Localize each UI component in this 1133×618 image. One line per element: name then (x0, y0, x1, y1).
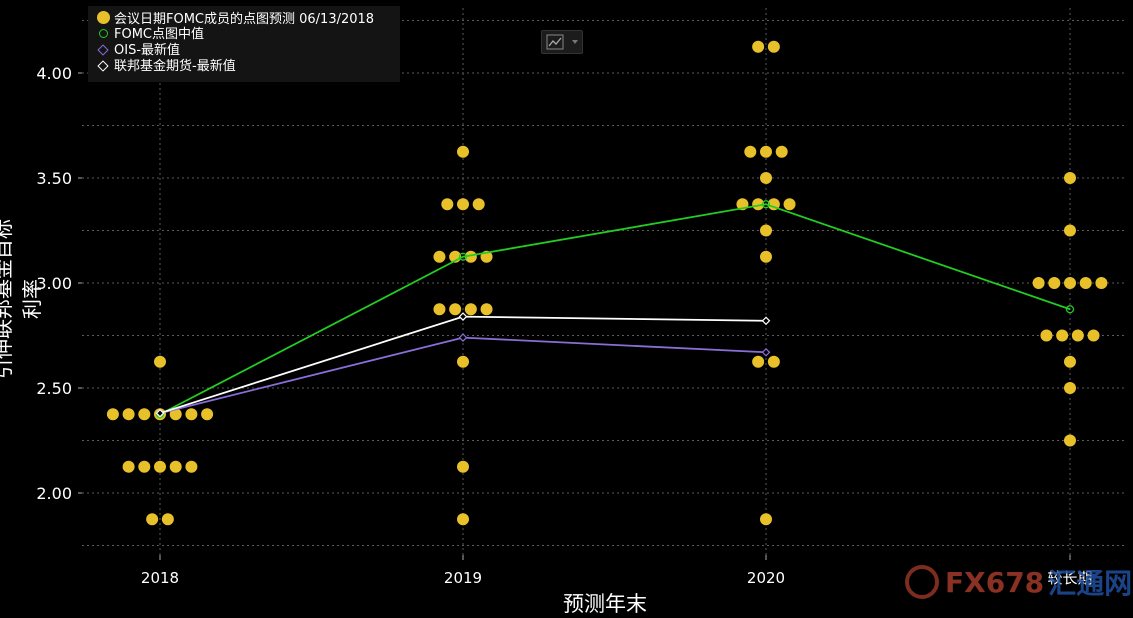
legend-item-median: FOMC点图中值 (96, 27, 204, 43)
x-axis-label: 预测年末 (563, 592, 647, 616)
dot-point (433, 303, 446, 316)
diamond-marker (761, 316, 771, 326)
y-tick-label: 4.00 (36, 64, 72, 83)
dot-point (154, 355, 166, 368)
x-tick-label: 2019 (444, 569, 482, 587)
chevron-down-icon (572, 40, 578, 44)
dot-point (1056, 329, 1069, 342)
y-tick-label: 3.50 (36, 169, 72, 188)
dot-point (1040, 329, 1053, 342)
dot-point (122, 408, 135, 421)
dot-point (744, 145, 757, 158)
x-tick-label: 2018 (141, 569, 179, 587)
watermark-logo-icon (905, 565, 939, 599)
dot-point (185, 460, 198, 473)
legend-item-ois: OIS-最新值 (96, 43, 180, 59)
dot-point (433, 250, 446, 263)
dot-point (457, 460, 469, 473)
watermark-text: FX678 (945, 565, 1045, 599)
dot-point (161, 513, 174, 526)
dot-point (767, 40, 780, 53)
chart-type-button[interactable] (541, 30, 583, 54)
x-tick-label: 2020 (747, 569, 785, 587)
y-tick-label: 2.50 (36, 379, 72, 398)
y-tick-label: 3.00 (36, 274, 72, 293)
dot-point (1064, 172, 1076, 184)
dot-point (154, 460, 166, 473)
ring-marker (761, 200, 771, 209)
legend-item-futures: 联邦基金期货-最新值 (96, 59, 236, 75)
dot-point (767, 355, 780, 368)
dot-point (169, 460, 182, 473)
legend-label-dots: 会议日期FOMC成员的点图预测 06/13/2018 (114, 12, 375, 27)
dot-point (1064, 382, 1076, 394)
watermark-suffix: 汇通网 (1048, 567, 1133, 600)
diamond-marker (155, 408, 165, 418)
dot-point (1064, 434, 1076, 447)
dot-point (138, 460, 151, 473)
ring-marker (458, 252, 468, 261)
series-line (159, 203, 1071, 416)
dot-point (449, 303, 462, 316)
dot-point (752, 355, 765, 368)
legend-ring-icon (98, 29, 108, 38)
diamond-marker (761, 347, 771, 357)
legend-diamond-icon (97, 44, 109, 56)
dot-point (775, 145, 788, 158)
dot-point (1064, 277, 1076, 289)
diamond-marker (458, 333, 468, 342)
dot-point (760, 250, 772, 263)
legend: 会议日期FOMC成员的点图预测 06/13/2018 FOMC点图中值 OIS-… (88, 6, 400, 82)
dot-point (441, 198, 454, 211)
dot-point (169, 408, 182, 421)
dot-point (760, 172, 772, 184)
dot-point (760, 145, 772, 158)
dot-point (138, 408, 151, 421)
dot-point (1032, 277, 1045, 289)
dot-point (1087, 329, 1100, 342)
dot-point (752, 198, 765, 211)
dot-point (1064, 355, 1076, 368)
dot-point (1079, 277, 1092, 289)
dot-point (480, 303, 493, 316)
watermark: FX678 汇通网 (905, 562, 1132, 602)
dot-point (457, 355, 469, 368)
ring-marker (1065, 305, 1075, 314)
legend-diamond-icon (97, 60, 109, 72)
y-axis-label: 引伸联邦基金目标利率 (0, 219, 44, 379)
dot-point (464, 303, 477, 316)
legend-label-median: FOMC点图中值 (114, 27, 205, 42)
dot-point (201, 408, 214, 421)
dot-point (760, 224, 772, 237)
dot-point (464, 250, 477, 263)
line-chart-icon (546, 34, 578, 50)
dot-point (1064, 224, 1076, 237)
dot-point (106, 408, 119, 421)
legend-label-futures: 联邦基金期货-最新值 (114, 59, 236, 74)
dot-point (457, 145, 469, 158)
dot-point (1071, 329, 1084, 342)
dot-point (146, 513, 159, 526)
legend-dot-icon (96, 11, 110, 24)
x-tick-label: 较长期 (1047, 569, 1092, 587)
dot-point (185, 408, 198, 421)
y-tick-label: 2.00 (36, 484, 72, 503)
dot-point (122, 460, 135, 473)
diamond-marker (458, 312, 468, 321)
dot-point (457, 198, 469, 211)
dot-point (783, 198, 796, 211)
dot-point (457, 513, 469, 526)
legend-label-ois: OIS-最新值 (114, 43, 181, 58)
dot-point (1095, 277, 1108, 289)
dot-point (472, 198, 485, 211)
dot-point (1048, 277, 1061, 289)
dot-point (752, 40, 765, 53)
dot-point (760, 513, 772, 526)
legend-item-dots: 会议日期FOMC成员的点图预测 06/13/2018 (96, 11, 374, 29)
